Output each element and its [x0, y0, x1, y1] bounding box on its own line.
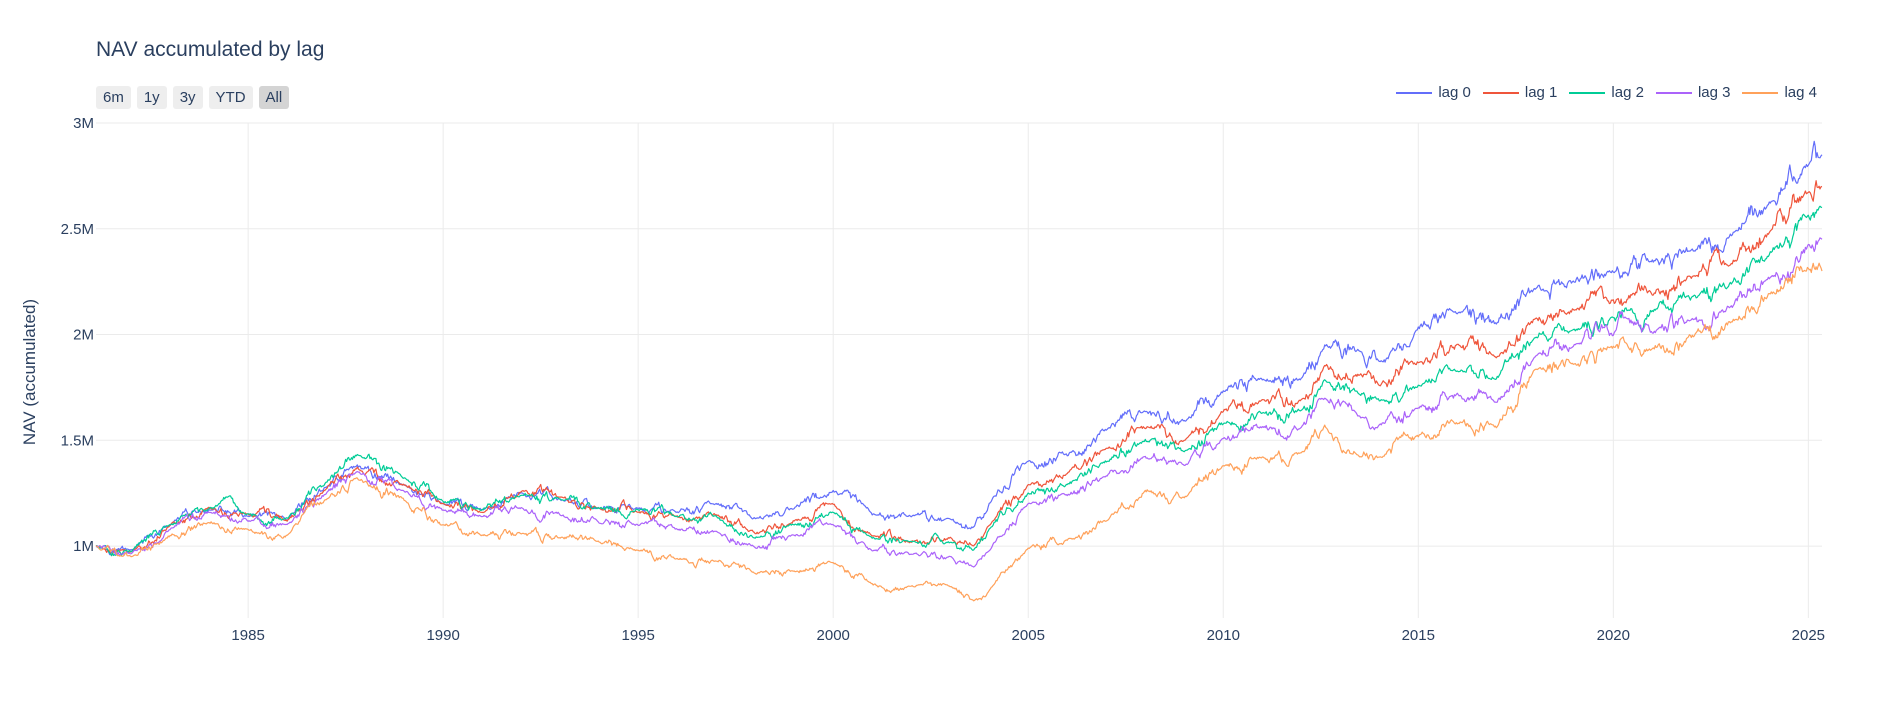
series-line-lag-1[interactable] — [95, 180, 1823, 556]
y-tick-label: 2M — [73, 327, 94, 344]
x-tick-label: 1995 — [621, 627, 654, 644]
y-tick-label: 3M — [73, 115, 94, 132]
grid-lines — [96, 122, 1822, 618]
legend-swatch — [1482, 91, 1519, 94]
range-button-ytd[interactable]: YTD — [208, 86, 253, 109]
series-line-lag-4[interactable] — [95, 262, 1823, 602]
legend-swatch — [1655, 91, 1692, 94]
y-tick-label: 1M — [73, 538, 94, 555]
legend-swatch — [1742, 91, 1779, 94]
series-lines[interactable] — [95, 140, 1823, 602]
y-axis-ticks: 1M 1.5M 2M 2.5M 3M — [61, 115, 94, 555]
range-selector: 6m 1y 3y YTD All — [96, 86, 290, 109]
legend-item-lag-1[interactable]: lag 1 — [1482, 84, 1558, 101]
range-button-all[interactable]: All — [258, 86, 290, 109]
legend-label: lag 4 — [1784, 84, 1817, 101]
x-axis-ticks: 1985 1990 1995 2000 2005 2010 2015 2020 2025 — [231, 627, 1825, 644]
x-tick-label: 1985 — [231, 627, 264, 644]
series-line-lag-0[interactable] — [95, 140, 1823, 556]
x-tick-label: 1990 — [426, 627, 459, 644]
x-tick-label: 2025 — [1792, 627, 1825, 644]
x-tick-label: 2015 — [1402, 627, 1435, 644]
legend-item-lag-0[interactable]: lag 0 — [1396, 84, 1471, 101]
legend-label: lag 3 — [1697, 84, 1731, 101]
legend-item-lag-2[interactable]: lag 2 — [1569, 84, 1644, 101]
legend: lag 0 lag 1 lag 2 lag 3 lag 4 — [1396, 84, 1817, 101]
legend-swatch — [1569, 91, 1606, 94]
range-button-6m[interactable]: 6m — [96, 86, 131, 109]
x-tick-label: 2010 — [1207, 627, 1240, 644]
legend-label: lag 1 — [1524, 84, 1558, 101]
chart-title: NAV accumulated by lag — [96, 38, 325, 61]
x-tick-label: 2000 — [817, 627, 850, 644]
x-tick-label: 2005 — [1012, 627, 1045, 644]
series-line-lag-2[interactable] — [96, 205, 1823, 557]
y-tick-label: 1.5M — [61, 432, 94, 449]
y-axis-title: NAV (accumulated) — [20, 298, 39, 446]
legend-item-lag-3[interactable]: lag 3 — [1655, 84, 1731, 101]
legend-swatch — [1396, 91, 1433, 94]
legend-item-lag-4[interactable]: lag 4 — [1742, 84, 1817, 101]
y-tick-label: 2.5M — [61, 221, 94, 238]
series-line-lag-3[interactable] — [95, 237, 1823, 568]
x-tick-label: 2020 — [1597, 627, 1630, 644]
range-button-3y[interactable]: 3y — [172, 86, 203, 109]
legend-label: lag 0 — [1438, 84, 1471, 101]
range-button-1y[interactable]: 1y — [136, 86, 167, 109]
legend-label: lag 2 — [1611, 84, 1644, 101]
